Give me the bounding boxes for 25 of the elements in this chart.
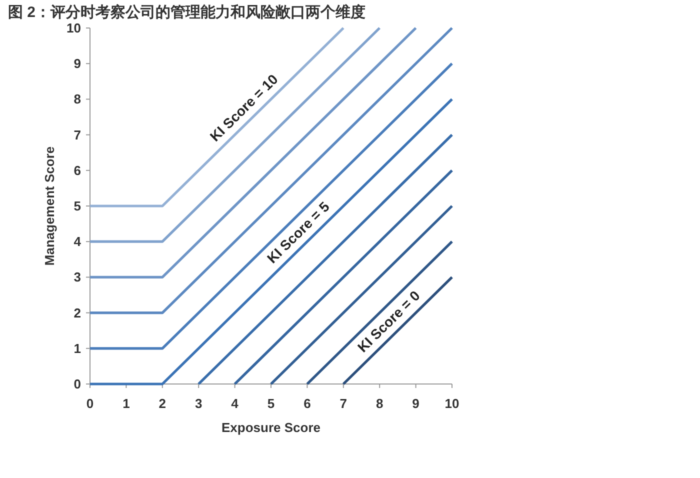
y-tick-label: 10 bbox=[66, 20, 81, 36]
chart-title: 图 2：评分时考察公司的管理能力和风险敞口两个维度 bbox=[8, 3, 366, 21]
x-tick-label: 4 bbox=[231, 396, 240, 411]
x-tick-label: 0 bbox=[86, 396, 94, 411]
y-tick-label: 8 bbox=[74, 92, 81, 107]
x-tick-label: 5 bbox=[267, 396, 275, 411]
y-tick-label: 3 bbox=[74, 270, 81, 285]
x-tick-label: 9 bbox=[412, 396, 420, 411]
y-tick-label: 9 bbox=[74, 56, 81, 72]
x-tick-label: 3 bbox=[194, 396, 202, 411]
x-tick-label: 10 bbox=[444, 396, 460, 411]
y-axis-title: Management Score bbox=[42, 146, 57, 266]
x-tick-label: 7 bbox=[340, 396, 348, 411]
x-tick-label: 2 bbox=[158, 396, 166, 411]
y-tick-label: 1 bbox=[74, 340, 81, 356]
y-tick-label: 2 bbox=[74, 305, 81, 320]
x-axis-title: Exposure Score bbox=[222, 420, 320, 435]
x-tick-label: 1 bbox=[122, 396, 130, 411]
y-tick-label: 6 bbox=[74, 162, 81, 178]
y-tick-label: 5 bbox=[74, 198, 81, 214]
x-tick-label: 6 bbox=[304, 396, 311, 411]
y-tick-label: 4 bbox=[74, 234, 82, 250]
y-tick-label: 7 bbox=[74, 127, 81, 142]
y-tick-label: 0 bbox=[74, 376, 81, 392]
x-tick-label: 8 bbox=[376, 396, 384, 411]
